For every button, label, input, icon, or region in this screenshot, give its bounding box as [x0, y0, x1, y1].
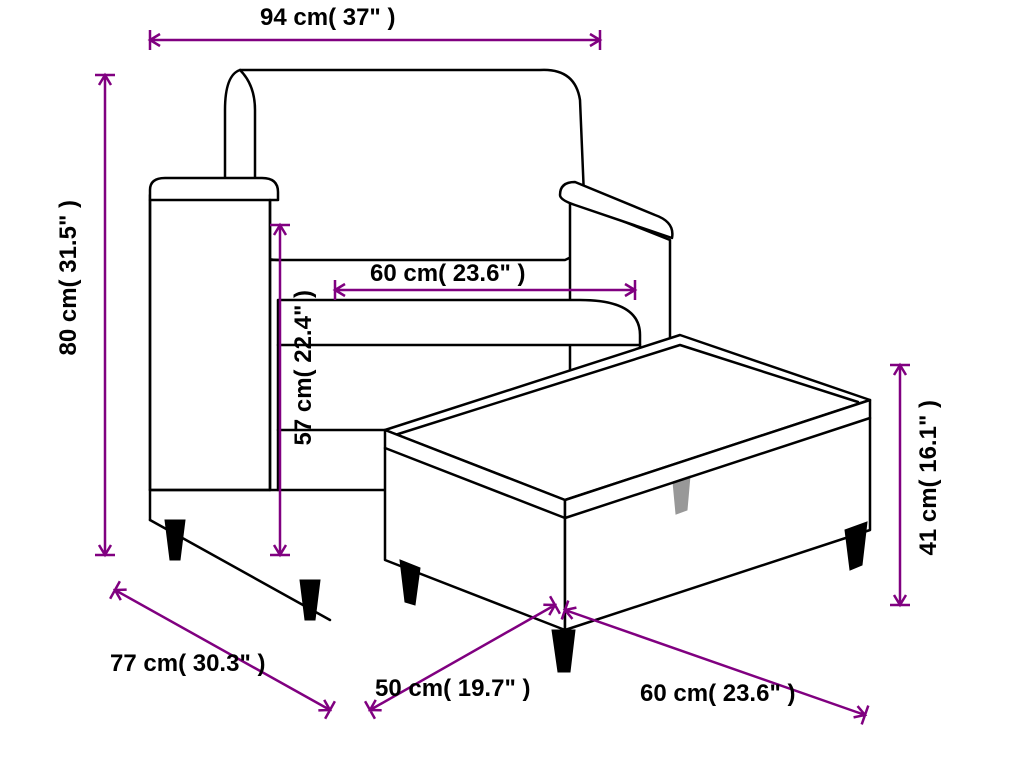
label-chair-depth: 77 cm( 30.3" ): [110, 650, 266, 678]
label-ottoman-height: 41 cm( 16.1" ): [915, 400, 943, 556]
label-seat-width: 60 cm( 23.6" ): [370, 260, 526, 288]
armchair-drawing: [150, 70, 672, 620]
label-left-height: 80 cm( 31.5" ): [55, 200, 83, 356]
label-ottoman-width: 60 cm( 23.6" ): [640, 680, 796, 708]
ottoman-drawing: [385, 335, 870, 672]
label-top-width: 94 cm( 37" ): [260, 4, 395, 32]
dimension-lines: [95, 30, 910, 724]
label-ottoman-depth: 50 cm( 19.7" ): [375, 675, 531, 703]
label-arm-height: 57 cm( 22.4" ): [290, 290, 318, 446]
